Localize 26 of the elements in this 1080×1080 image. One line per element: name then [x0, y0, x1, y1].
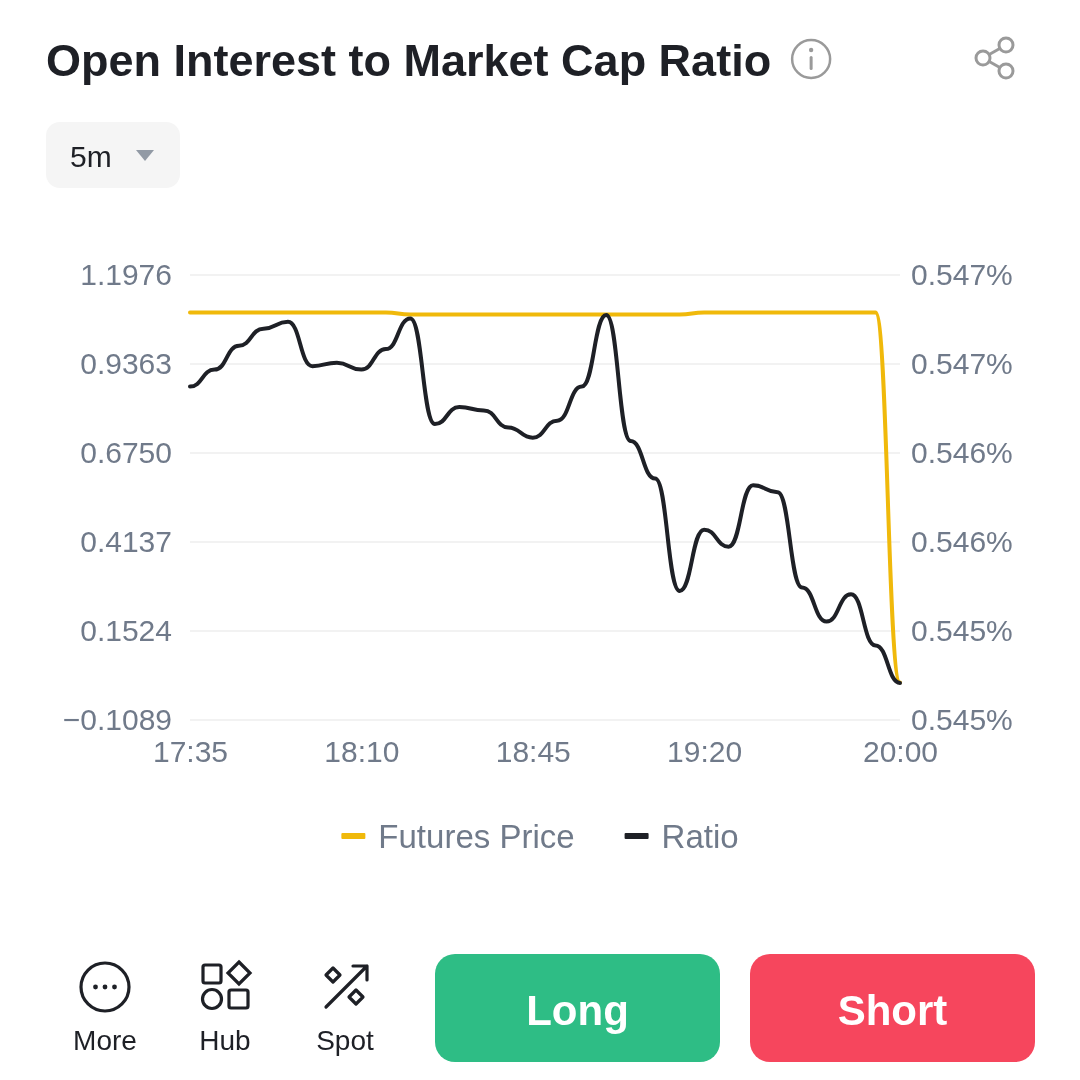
- x-tick-label: 19:20: [667, 735, 743, 769]
- x-tick-label: 20:00: [862, 735, 939, 769]
- y2-tick-label: 0.546%: [911, 436, 1013, 470]
- legend-label: Ratio: [661, 817, 739, 855]
- y2-tick-label: 0.546%: [911, 525, 1013, 559]
- text: Hub: [199, 1025, 251, 1056]
- legend-label: Futures Price: [378, 817, 575, 855]
- y-tick-label: 0.1524: [80, 614, 172, 648]
- text: More: [73, 1025, 137, 1056]
- text: Long: [526, 986, 629, 1034]
- y-tick-label: 0.6750: [80, 436, 172, 470]
- y-tick-label: −0.1089: [62, 703, 172, 737]
- x-tick-label: 18:45: [495, 735, 571, 769]
- y-tick-label: 0.9363: [80, 347, 172, 381]
- x-tick-label: 17:35: [152, 735, 229, 769]
- y2-tick-label: 0.547%: [911, 347, 1013, 381]
- text: Spot: [316, 1025, 375, 1056]
- y-tick-label: 1.1976: [80, 258, 172, 292]
- text: 5m: [70, 140, 112, 173]
- x-tick-label: 18:10: [324, 735, 400, 769]
- y-tick-label: 0.4137: [80, 525, 172, 559]
- text: Short: [837, 986, 948, 1034]
- y2-tick-label: 0.545%: [911, 614, 1013, 648]
- y2-tick-label: 0.547%: [911, 258, 1013, 292]
- y2-tick-label: 0.545%: [911, 703, 1013, 737]
- chart-title: Open Interest to Market Cap Ratio: [46, 35, 772, 86]
